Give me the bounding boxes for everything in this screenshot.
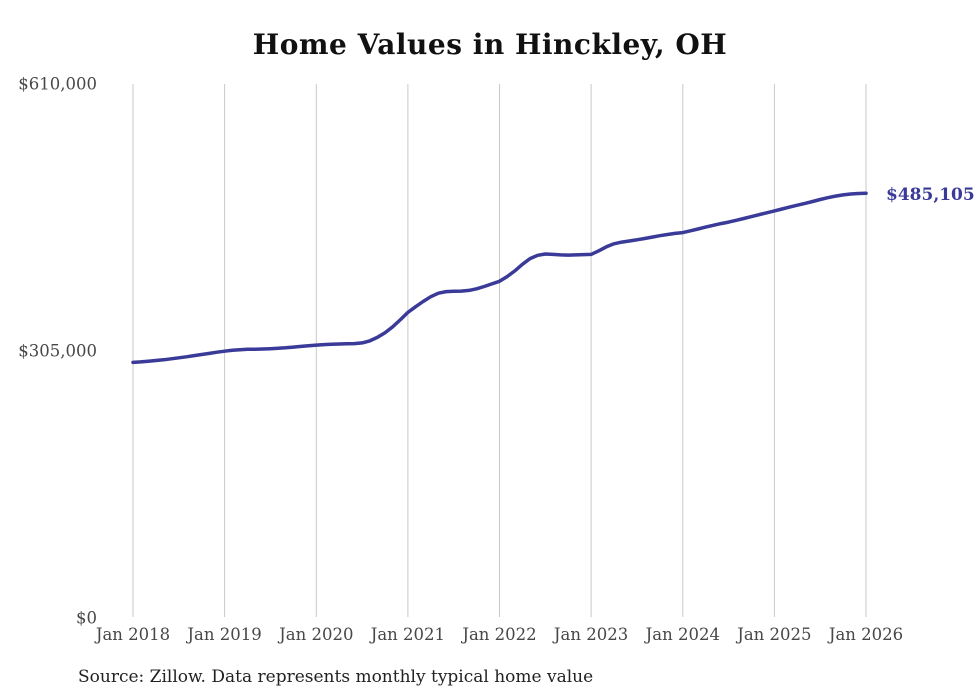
- x-tick-label: Jan 2019: [185, 625, 261, 644]
- y-tick-label: $305,000: [18, 342, 97, 361]
- x-tick-label: Jan 2018: [94, 625, 170, 644]
- source-note: Source: Zillow. Data represents monthly …: [78, 667, 594, 687]
- x-tick-label: Jan 2026: [827, 625, 903, 644]
- y-tick-label: $0: [76, 609, 97, 628]
- chart-title: Home Values in Hinckley, OH: [252, 28, 728, 61]
- x-tick-label: Jan 2025: [735, 625, 811, 644]
- end-value-label: $485,105: [886, 185, 975, 205]
- x-tick-label: Jan 2024: [644, 625, 720, 644]
- x-tick-label: Jan 2022: [460, 625, 536, 644]
- x-tick-label: Jan 2020: [277, 625, 353, 644]
- x-tick-label: Jan 2021: [369, 625, 445, 644]
- y-tick-label: $610,000: [18, 75, 97, 94]
- home-value-line: [131, 191, 868, 365]
- x-tick-label: Jan 2023: [552, 625, 628, 644]
